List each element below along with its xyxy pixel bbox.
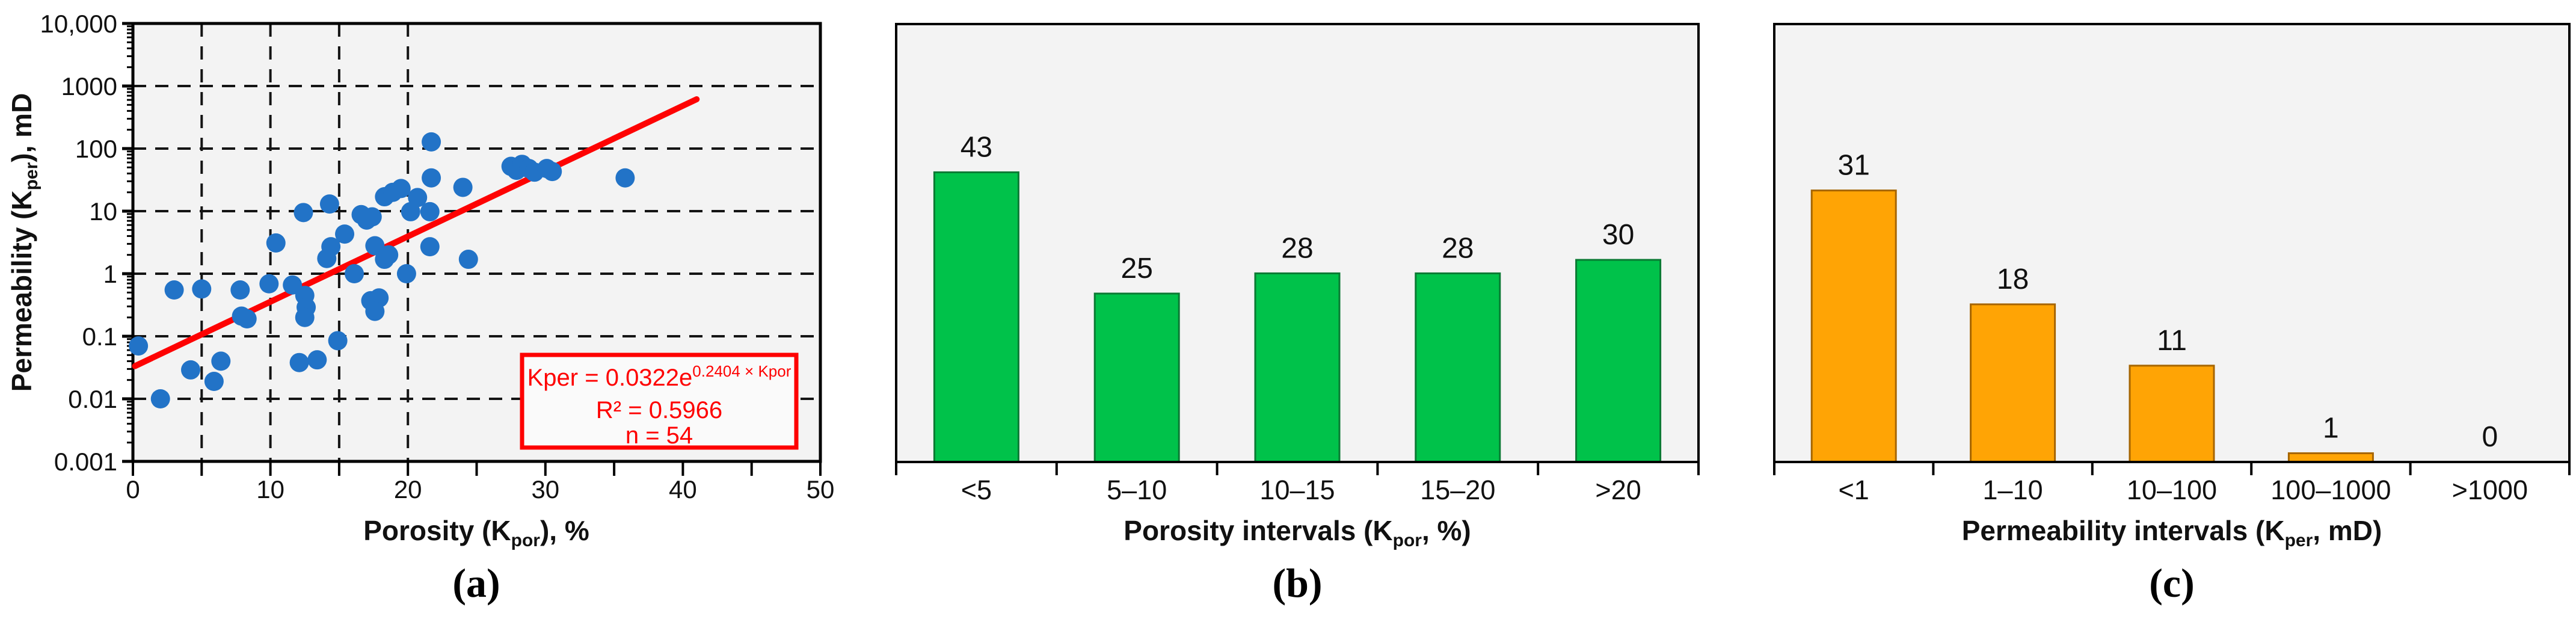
panel-label-a: (a) <box>452 560 500 606</box>
x-tick-label: 50 <box>807 475 835 503</box>
scatter-point <box>259 274 279 294</box>
bar <box>2287 452 2374 463</box>
x-tick-label: 40 <box>669 475 697 503</box>
category-label: 100–1000 <box>2270 475 2391 505</box>
scatter-point <box>615 168 635 188</box>
y-tick-label: 10 <box>89 197 117 226</box>
scatter-point <box>266 233 286 253</box>
bar-value-label: 1 <box>2323 412 2339 444</box>
x-axis-title: Porosity intervals (Kpor, %) <box>1124 515 1471 550</box>
y-tick-label: 0.1 <box>82 322 117 351</box>
bar-value-label: 28 <box>1281 232 1313 264</box>
plot-frame <box>1773 23 2571 463</box>
category-label: >20 <box>1595 475 1641 505</box>
bar-value-label: 43 <box>961 131 992 163</box>
bar-value-label: 30 <box>1602 219 1634 251</box>
bar-value-label: 31 <box>1838 150 1870 182</box>
scatter-point <box>396 264 416 283</box>
y-tick-label: 1 <box>103 260 117 288</box>
bar-value-label: 11 <box>2157 325 2187 357</box>
bar-value-label: 25 <box>1121 253 1153 285</box>
bar <box>2129 365 2215 463</box>
scatter-point <box>453 177 473 197</box>
scatter-point <box>345 264 364 283</box>
scatter-point <box>211 351 231 371</box>
category-label: 10–100 <box>2127 475 2217 505</box>
bar <box>1415 272 1501 463</box>
scatter-point <box>422 132 441 152</box>
bar <box>1970 303 2056 463</box>
equation-line-1: Kper = 0.0322e0.2404 × Kpor <box>527 362 792 391</box>
plot-frame <box>895 23 1700 463</box>
scatter-point <box>321 237 341 257</box>
scatter-point <box>181 360 201 380</box>
scatter-point <box>422 168 441 188</box>
scatter-point <box>543 162 562 182</box>
scatter-point <box>420 202 440 221</box>
x-axis-title: Permeability intervals (Kper, mD) <box>1962 515 2382 550</box>
category-label: 10–15 <box>1259 475 1335 505</box>
scatter-point <box>230 280 250 300</box>
x-tick-label: 0 <box>126 475 140 503</box>
scatter-point <box>362 207 382 227</box>
bar <box>933 171 1019 463</box>
scatter-point <box>295 307 315 327</box>
y-tick-label: 10,000 <box>40 10 117 38</box>
equation-line-3: n = 54 <box>626 422 693 449</box>
scatter-point <box>458 250 478 269</box>
scatter-point <box>294 203 313 223</box>
bar-value-label: 28 <box>1442 232 1474 264</box>
panel-label-b: (b) <box>1272 560 1323 606</box>
scatter-point <box>335 224 355 244</box>
bar <box>1093 292 1180 463</box>
scatter-point <box>328 331 348 351</box>
y-tick-label: 0.01 <box>68 385 117 413</box>
scatter-point <box>365 236 385 256</box>
bar-chart-porosity-intervals: 43 25 28 28 30 <5 5–10 10–15 15–20 >20 Porosity in… <box>895 23 1700 550</box>
category-label: 1–10 <box>1983 475 2043 505</box>
plot-frame <box>131 22 822 463</box>
category-label: >1000 <box>2452 475 2528 505</box>
bar-value-label: 18 <box>1997 263 2029 295</box>
scatter-point <box>192 279 212 299</box>
panel-label-c: (c) <box>2149 560 2195 606</box>
y-tick-label: 0.001 <box>54 448 117 476</box>
scatter-point <box>129 336 149 356</box>
scatter-point <box>391 179 411 199</box>
y-axis-title: Permeability (Kper), mD <box>6 93 41 392</box>
equation-line-2: R² = 0.5966 <box>596 397 722 423</box>
category-label: <5 <box>961 475 992 505</box>
bar <box>1575 259 1662 463</box>
y-tick-label: 100 <box>75 135 117 163</box>
scatter-point <box>204 372 224 392</box>
category-label: <1 <box>1839 475 1869 505</box>
equation-box <box>520 353 799 450</box>
bar <box>1254 272 1341 463</box>
scatter-chart-permeability-vs-porosity: 10,000 1000 100 10 1 0.1 0.01 0.001 0 10 20 30 40 50 K… <box>6 10 835 550</box>
x-tick-label: 20 <box>394 475 422 503</box>
x-tick-label: 30 <box>531 475 559 503</box>
x-axis-title: Porosity (Kpor), % <box>363 515 589 550</box>
scatter-point <box>237 309 257 329</box>
category-label: 15–20 <box>1420 475 1495 505</box>
scatter-point <box>420 237 440 257</box>
scatter-point <box>164 280 184 300</box>
x-tick-label: 10 <box>256 475 284 503</box>
scatter-point <box>319 194 339 214</box>
scatter-point <box>150 389 170 408</box>
scatter-point <box>401 202 420 221</box>
bar <box>1810 189 1897 463</box>
y-tick-label: 1000 <box>61 72 117 100</box>
scatter-point <box>365 301 385 321</box>
scatter-point <box>289 353 309 372</box>
trend-line <box>132 96 700 369</box>
bar-value-label: 0 <box>2482 421 2498 453</box>
category-label: 5–10 <box>1107 475 1167 505</box>
scatter-point <box>307 350 327 370</box>
scatter-point <box>379 245 399 265</box>
